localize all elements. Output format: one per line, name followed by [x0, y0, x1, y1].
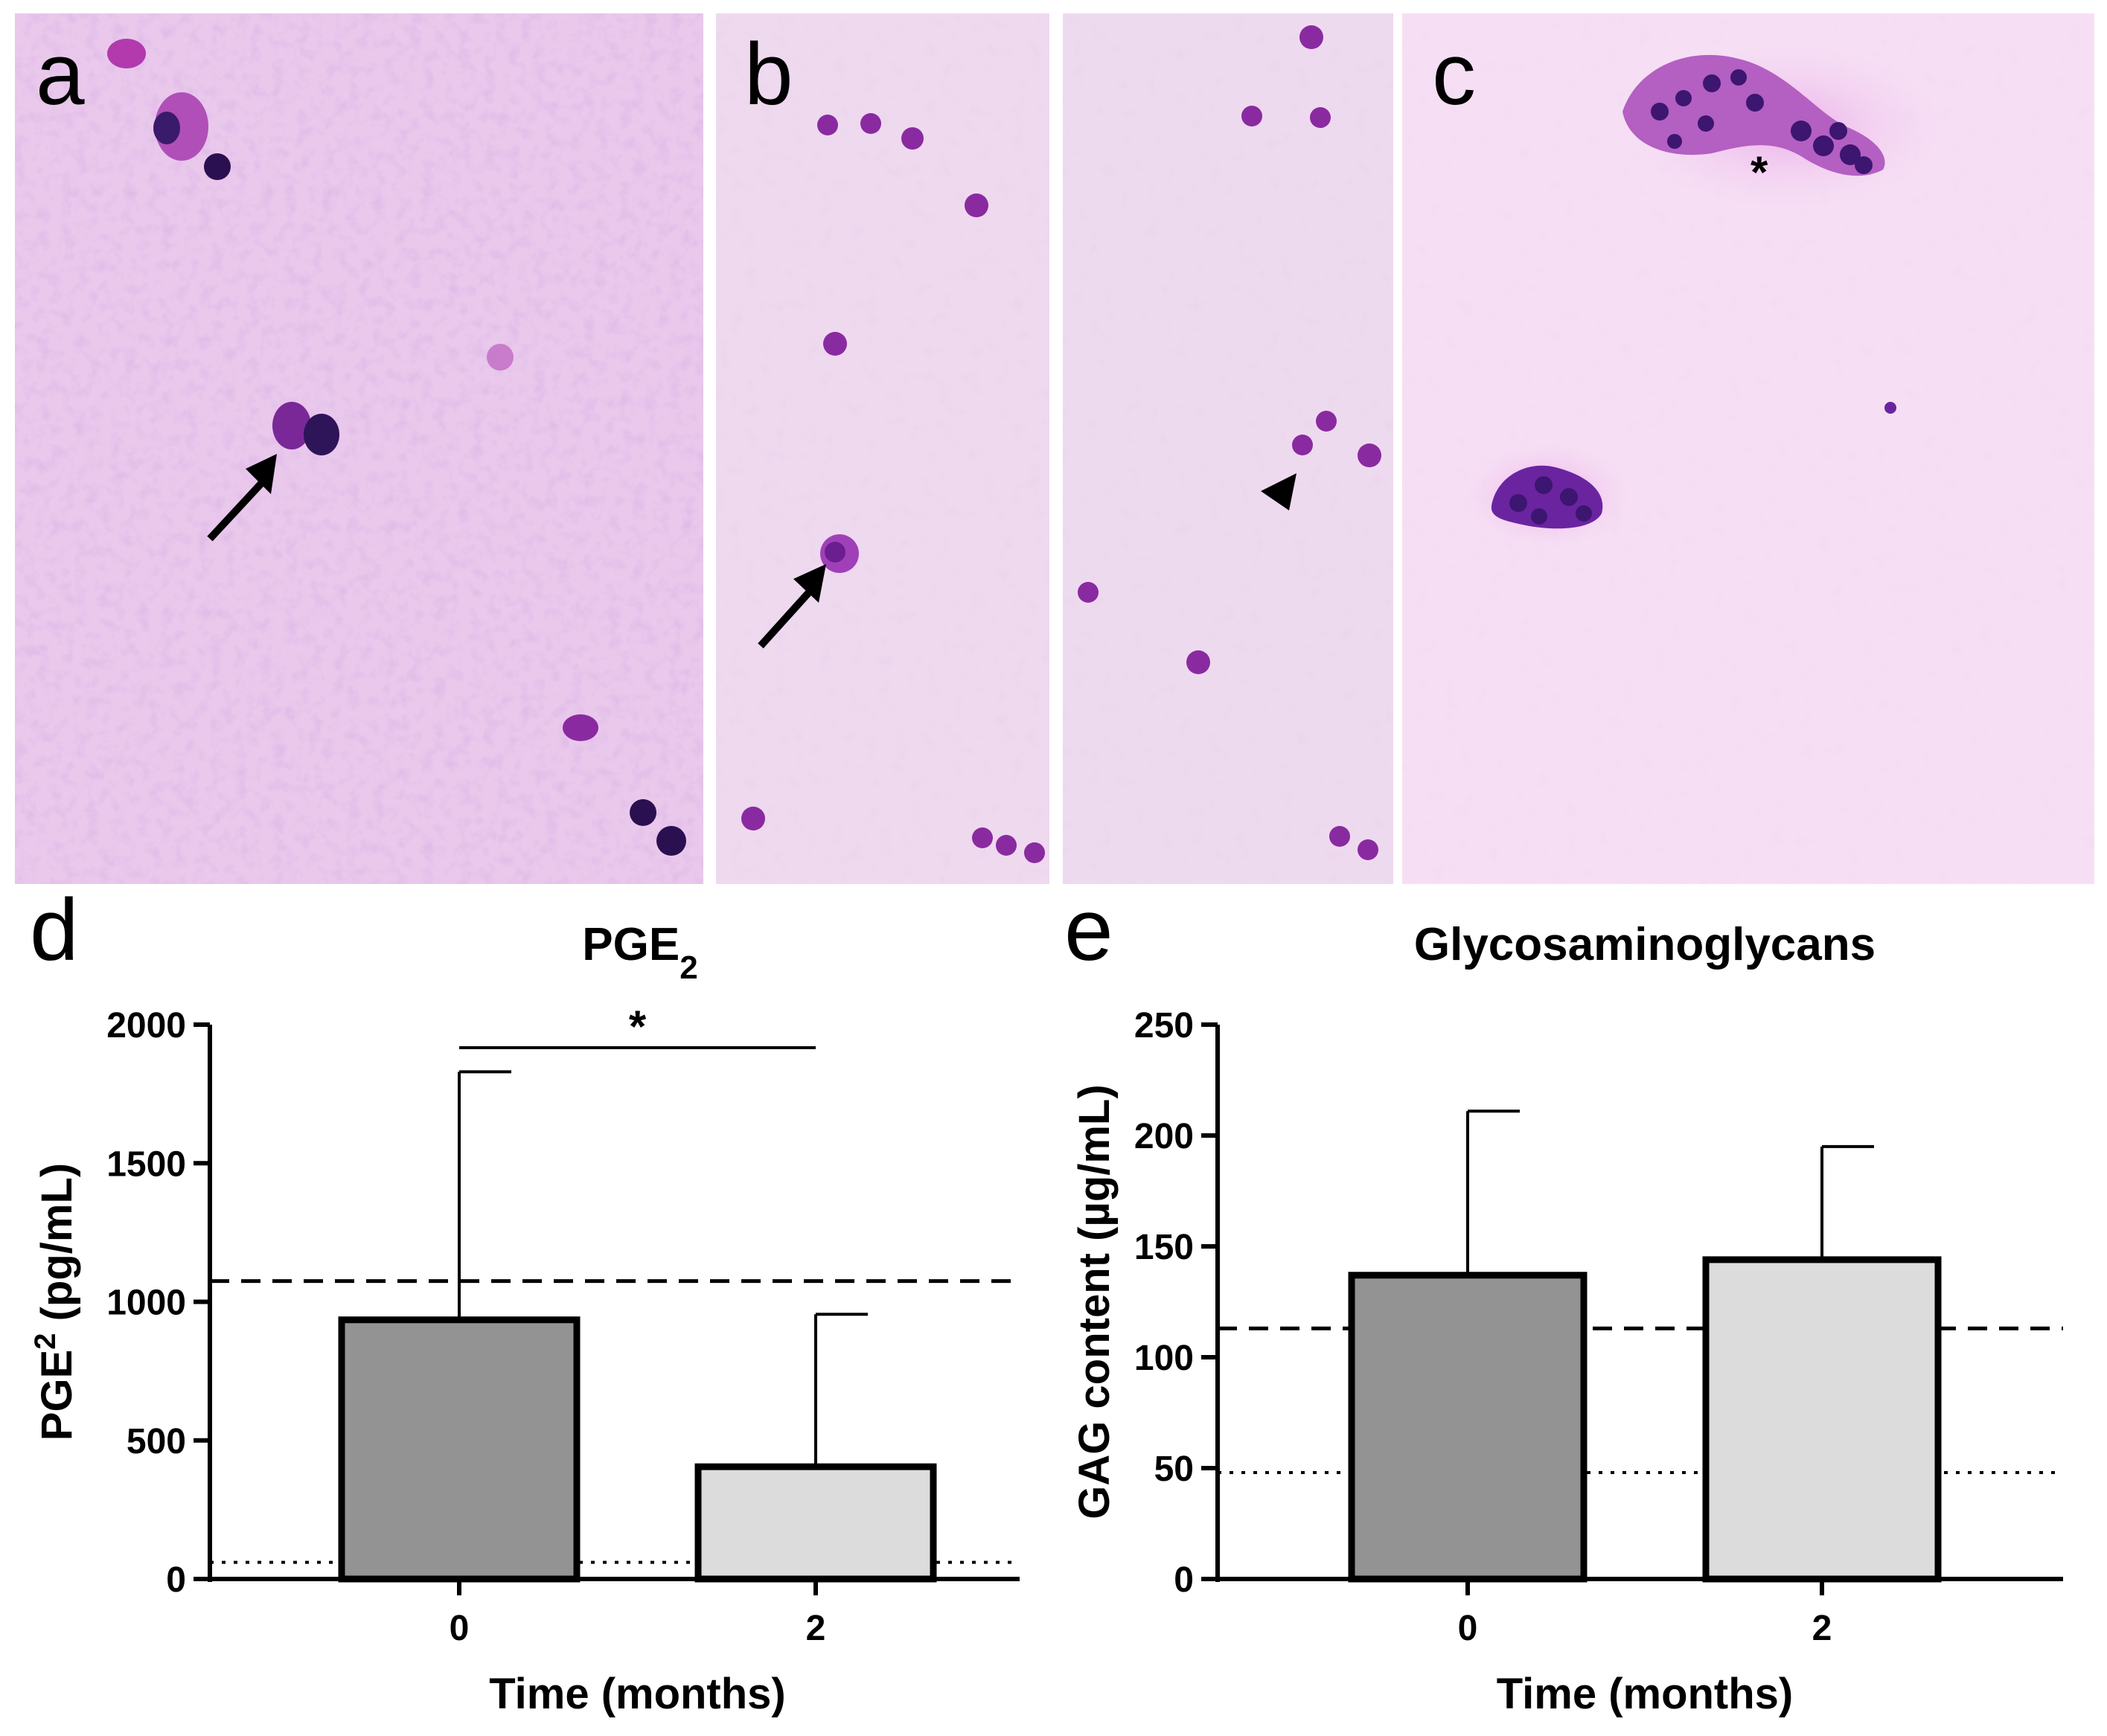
chart-title-main: PGE [582, 919, 680, 970]
x-tick-label: 0 [450, 1609, 470, 1648]
chart-title: Glycosaminoglycans [1414, 919, 1876, 970]
arrow-marker [207, 454, 277, 542]
y-tick-label: 250 [1134, 1006, 1194, 1045]
y-axis-label: GAG content (µg/mL) [1070, 1084, 1119, 1519]
x-tick-label: 2 [806, 1609, 826, 1648]
panel-b-label: b [744, 25, 793, 124]
y-tick-label: 50 [1154, 1450, 1194, 1489]
y-tick-label: 150 [1134, 1228, 1194, 1267]
y-tick-label: 500 [127, 1422, 186, 1461]
y-tick-label: 1000 [106, 1284, 186, 1323]
y-tick-label: 200 [1134, 1117, 1194, 1156]
y-tick-label: 0 [1174, 1560, 1194, 1600]
x-axis-label: Time (months) [489, 1670, 786, 1718]
y-axis-label: PGE2 (pg/mL) [29, 1163, 81, 1441]
micrograph-panel-b-left: b [716, 13, 1049, 884]
y-tick-label: 2000 [106, 1006, 186, 1045]
bar [694, 1463, 937, 1583]
y-axis-label-superscript: 2 [29, 1333, 62, 1349]
chart-title: PGE2 [582, 919, 697, 986]
y-tick-label: 100 [1134, 1339, 1194, 1378]
cluster-asterisk-marker: * [1750, 147, 1768, 197]
arrowhead-marker [1261, 473, 1297, 510]
y-axis-label-unit: (pg/mL) [33, 1163, 81, 1333]
x-axis-label: Time (months) [1497, 1670, 1794, 1718]
chart-title-subscript: 2 [680, 949, 697, 986]
significance-marker: * [629, 1002, 647, 1051]
panel-d-label: d [30, 881, 79, 979]
y-tick-label: 0 [166, 1560, 186, 1600]
micrograph-panel-c: * c [1402, 13, 2094, 884]
bar-chart-e: e Glycosaminoglycans 0 50 100 150 200 250 0 2 Time… [1064, 881, 2063, 1718]
arrow-marker [758, 564, 826, 649]
bar [338, 1316, 581, 1583]
bar [1348, 1272, 1588, 1583]
y-tick-label: 1500 [106, 1144, 186, 1184]
x-tick-label: 0 [1458, 1609, 1478, 1648]
panel-e-label: e [1064, 881, 1113, 979]
micrograph-panel-b-right [1063, 13, 1393, 884]
bar [1702, 1256, 1942, 1583]
chart-title-main: Glycosaminoglycans [1414, 919, 1876, 970]
panel-a-label: a [36, 25, 85, 124]
micrograph-panel-a: a [15, 13, 703, 884]
y-axis-label-main: PGE [33, 1350, 81, 1441]
x-tick-label: 2 [1812, 1609, 1832, 1648]
panel-c-label: c [1432, 25, 1476, 124]
micrograph-row: a b [15, 13, 2094, 884]
y-axis-label-main: GAG content (µg/mL) [1070, 1084, 1119, 1519]
